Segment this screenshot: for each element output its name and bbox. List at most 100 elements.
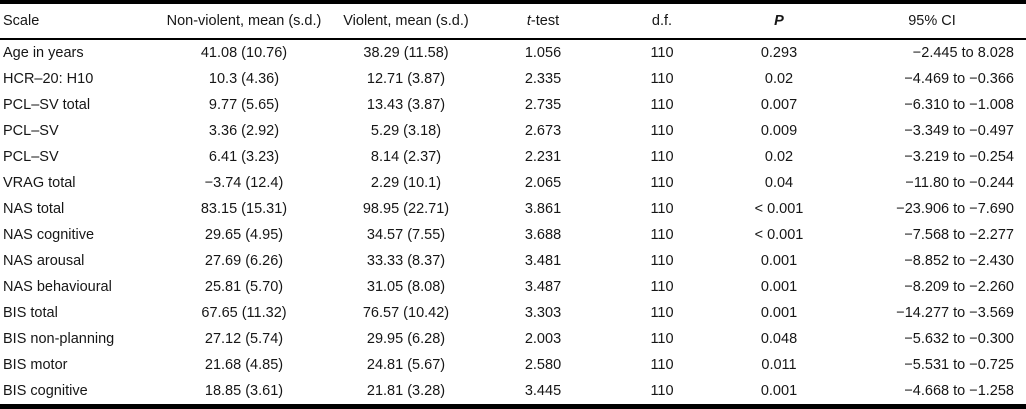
p-value: < 0.001 [754, 201, 804, 217]
ci-value: −4.668 to −1.258 [904, 383, 1014, 399]
ci-value: −14.277 to −3.569 [896, 305, 1014, 321]
violent-mean-sd-value: 33.33 (8.37) [366, 253, 446, 269]
header-nonviolent-mean-sd: Non-violent, mean (s.d.) [158, 2, 330, 40]
header-t-test: t-test [482, 2, 604, 40]
table-row: BIS motor 21.68 (4.85) 24.81 (5.67) 2.58… [0, 352, 1026, 378]
header-p-value: P [720, 2, 838, 40]
p-value: 0.293 [760, 45, 798, 61]
ci-value: −3.349 to −0.497 [904, 123, 1014, 139]
df-value: 110 [650, 45, 674, 61]
nonviolent-mean-sd-value: 67.65 (11.32) [201, 305, 287, 321]
nonviolent-mean-sd-value: 27.12 (5.74) [204, 331, 284, 347]
table-header-row: Scale Non-violent, mean (s.d.) Violent, … [0, 2, 1026, 40]
violent-mean-sd-value: 34.57 (7.55) [366, 227, 446, 243]
violent-mean-sd-value: 5.29 (3.18) [370, 123, 442, 139]
violent-mean-sd-value: 38.29 (11.58) [363, 45, 449, 61]
header-95-ci: 95% CI [838, 2, 1026, 40]
ci-value: −3.219 to −0.254 [904, 149, 1014, 165]
p-value: 0.02 [764, 149, 794, 165]
df-value: 110 [650, 123, 674, 139]
violent-mean-sd-value: 2.29 (10.1) [370, 175, 442, 191]
scale-label: BIS motor [3, 357, 68, 373]
violent-mean-sd-value: 12.71 (3.87) [366, 71, 446, 87]
df-value: 110 [650, 201, 674, 217]
p-value: 0.011 [761, 357, 797, 373]
df-value: 110 [650, 279, 674, 295]
ci-value: −5.632 to −0.300 [904, 331, 1014, 347]
df-value: 110 [650, 383, 674, 399]
t-test-value: 2.673 [524, 123, 562, 139]
t-test-value: 3.481 [524, 253, 562, 269]
nonviolent-mean-sd-value: 21.68 (4.85) [204, 357, 284, 373]
table-row: NAS cognitive 29.65 (4.95) 34.57 (7.55) … [0, 222, 1026, 248]
nonviolent-mean-sd-value: 29.65 (4.95) [204, 227, 284, 243]
p-value: 0.048 [760, 331, 798, 347]
df-value: 110 [650, 149, 674, 165]
table-row: Age in years 41.08 (10.76) 38.29 (11.58)… [0, 39, 1026, 66]
ci-value: −6.310 to −1.008 [904, 97, 1014, 113]
p-value: 0.001 [760, 279, 798, 295]
scale-label: BIS total [3, 305, 58, 321]
table-row: NAS behavioural 25.81 (5.70) 31.05 (8.08… [0, 274, 1026, 300]
ci-value: −23.906 to −7.690 [896, 201, 1014, 217]
t-test-value: 2.335 [524, 71, 562, 87]
t-test-value: 2.065 [524, 175, 562, 191]
df-value: 110 [650, 227, 674, 243]
violent-mean-sd-value: 8.14 (2.37) [370, 149, 442, 165]
table-row: PCL–SV 6.41 (3.23) 8.14 (2.37) 2.231 110… [0, 144, 1026, 170]
df-value: 110 [650, 71, 674, 87]
t-test-value: 3.303 [524, 305, 562, 321]
table-body: Age in years 41.08 (10.76) 38.29 (11.58)… [0, 39, 1026, 407]
violent-mean-sd-value: 24.81 (5.67) [366, 357, 446, 373]
p-value: 0.001 [760, 253, 798, 269]
violent-mean-sd-value: 21.81 (3.28) [366, 383, 446, 399]
p-value: 0.001 [760, 383, 798, 399]
table-row: BIS total 67.65 (11.32) 76.57 (10.42) 3.… [0, 300, 1026, 326]
table-row: NAS arousal 27.69 (6.26) 33.33 (8.37) 3.… [0, 248, 1026, 274]
violent-mean-sd-value: 13.43 (3.87) [366, 97, 446, 113]
p-value: < 0.001 [754, 227, 804, 243]
scale-label: HCR–20: H10 [3, 71, 94, 87]
scale-label: NAS behavioural [3, 279, 112, 295]
t-test-value: 3.861 [524, 201, 562, 217]
ci-value: −8.852 to −2.430 [904, 253, 1014, 269]
header-df: d.f. [604, 2, 720, 40]
ci-value: −4.469 to −0.366 [904, 71, 1014, 87]
nonviolent-mean-sd-value: 10.3 (4.36) [208, 71, 280, 87]
p-value: 0.007 [760, 97, 798, 113]
p-value: 0.02 [764, 71, 794, 87]
df-value: 110 [650, 253, 674, 269]
scale-label: NAS arousal [3, 253, 85, 269]
nonviolent-mean-sd-value: 27.69 (6.26) [204, 253, 284, 269]
t-test-value: 1.056 [524, 45, 562, 61]
t-test-value: 2.003 [524, 331, 562, 347]
df-value: 110 [650, 357, 674, 373]
scale-label: VRAG total [3, 175, 76, 191]
table-row: HCR–20: H10 10.3 (4.36) 12.71 (3.87) 2.3… [0, 66, 1026, 92]
table-row: VRAG total −3.74 (12.4) 2.29 (10.1) 2.06… [0, 170, 1026, 196]
ci-value: −7.568 to −2.277 [904, 227, 1014, 243]
scale-label: PCL–SV [3, 123, 59, 139]
nonviolent-mean-sd-value: 9.77 (5.65) [208, 97, 280, 113]
table-row: NAS total 83.15 (15.31) 98.95 (22.71) 3.… [0, 196, 1026, 222]
df-value: 110 [650, 305, 674, 321]
t-test-italic-t: t [526, 13, 531, 29]
nonviolent-mean-sd-value: 6.41 (3.23) [208, 149, 280, 165]
header-violent-mean-sd: Violent, mean (s.d.) [330, 2, 482, 40]
table-row: BIS cognitive 18.85 (3.61) 21.81 (3.28) … [0, 378, 1026, 407]
nonviolent-mean-sd-value: 3.36 (2.92) [208, 123, 280, 139]
scale-label: BIS cognitive [3, 383, 88, 399]
t-test-value: 3.445 [524, 383, 562, 399]
ci-value: −11.80 to −0.244 [905, 175, 1014, 191]
scale-label: NAS cognitive [3, 227, 95, 243]
scale-label: Age in years [3, 45, 84, 61]
violent-mean-sd-value: 31.05 (8.08) [366, 279, 446, 295]
ci-value: −2.445 to 8.028 [912, 45, 1014, 61]
nonviolent-mean-sd-value: −3.74 (12.4) [204, 175, 284, 191]
table-row: BIS non-planning 27.12 (5.74) 29.95 (6.2… [0, 326, 1026, 352]
p-value: 0.04 [764, 175, 794, 191]
p-value: 0.001 [760, 305, 798, 321]
t-test-value: 2.231 [524, 149, 562, 165]
